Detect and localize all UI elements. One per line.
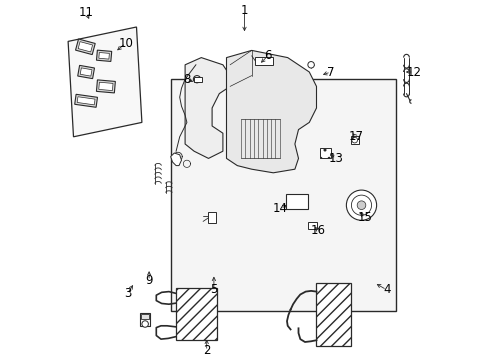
- Bar: [350, 136, 358, 144]
- Text: 13: 13: [328, 152, 343, 165]
- Text: 12: 12: [406, 66, 420, 78]
- Text: 3: 3: [123, 287, 131, 300]
- Polygon shape: [96, 80, 115, 93]
- Bar: [320, 148, 330, 158]
- Circle shape: [346, 190, 376, 220]
- Text: 16: 16: [310, 224, 325, 237]
- Text: 14: 14: [272, 202, 287, 215]
- Bar: [255, 57, 273, 65]
- Bar: [170, 79, 395, 311]
- Bar: [316, 283, 350, 346]
- Polygon shape: [99, 53, 109, 59]
- Text: 2: 2: [203, 345, 210, 357]
- Polygon shape: [185, 58, 230, 158]
- Bar: [140, 313, 150, 326]
- Polygon shape: [226, 50, 316, 173]
- Polygon shape: [96, 50, 111, 62]
- Circle shape: [193, 76, 200, 83]
- Bar: [208, 212, 215, 223]
- Bar: [176, 288, 217, 340]
- Circle shape: [351, 195, 371, 215]
- Text: 17: 17: [348, 130, 363, 143]
- Polygon shape: [68, 27, 142, 137]
- Text: 7: 7: [326, 66, 334, 78]
- Text: 1: 1: [240, 4, 248, 17]
- Polygon shape: [75, 94, 97, 107]
- Polygon shape: [99, 82, 113, 91]
- Circle shape: [142, 321, 148, 327]
- Bar: [194, 77, 202, 82]
- Text: 6: 6: [264, 49, 271, 62]
- Bar: [285, 194, 307, 209]
- Bar: [141, 314, 149, 319]
- Text: 11: 11: [79, 6, 93, 19]
- Polygon shape: [170, 153, 181, 166]
- Polygon shape: [78, 42, 92, 52]
- Bar: [307, 222, 316, 229]
- Circle shape: [307, 62, 314, 68]
- Text: 8: 8: [183, 73, 190, 86]
- Text: 4: 4: [382, 283, 389, 296]
- Text: 10: 10: [118, 37, 133, 50]
- Circle shape: [356, 201, 365, 210]
- Polygon shape: [78, 66, 94, 78]
- Text: 15: 15: [357, 211, 372, 224]
- Text: 9: 9: [145, 274, 153, 287]
- Polygon shape: [80, 68, 92, 76]
- Polygon shape: [77, 97, 95, 105]
- Text: 5: 5: [210, 283, 217, 296]
- Circle shape: [351, 137, 357, 143]
- Polygon shape: [75, 39, 95, 55]
